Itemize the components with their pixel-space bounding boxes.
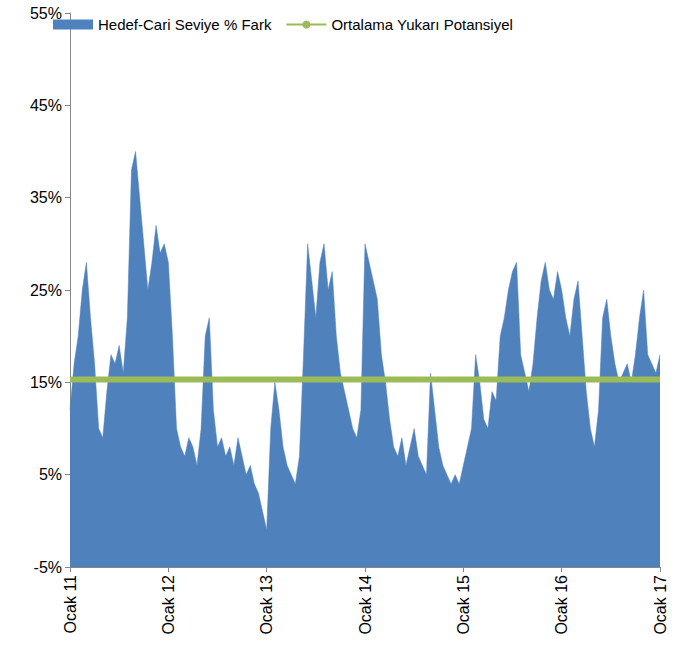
svg-text:Ortalama Yukarı Potansiyel: Ortalama Yukarı Potansiyel	[331, 16, 512, 33]
svg-text:Ocak 11: Ocak 11	[62, 575, 79, 634]
svg-text:Ocak 15: Ocak 15	[455, 575, 472, 635]
svg-text:5%: 5%	[39, 466, 62, 483]
svg-text:Ocak 14: Ocak 14	[357, 575, 374, 635]
svg-text:55%: 55%	[30, 5, 62, 22]
svg-text:Hedef-Cari Seviye % Fark: Hedef-Cari Seviye % Fark	[98, 16, 272, 33]
svg-text:35%: 35%	[30, 189, 62, 206]
svg-text:Ocak 17: Ocak 17	[652, 575, 669, 635]
svg-text:15%: 15%	[30, 374, 62, 391]
svg-text:-5%: -5%	[34, 559, 62, 576]
svg-text:Ocak 12: Ocak 12	[160, 575, 177, 635]
svg-text:25%: 25%	[30, 282, 62, 299]
svg-text:Ocak 13: Ocak 13	[258, 575, 275, 635]
svg-text:Ocak 16: Ocak 16	[553, 575, 570, 635]
svg-text:45%: 45%	[30, 97, 62, 114]
